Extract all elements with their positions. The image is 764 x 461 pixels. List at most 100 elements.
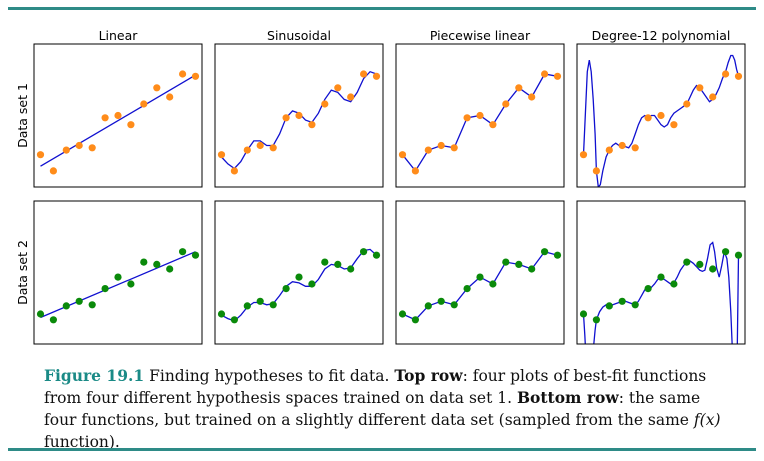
data-point: [153, 84, 161, 92]
column-title: Sinusoidal: [267, 28, 331, 43]
data-point: [217, 310, 226, 318]
data-point: [321, 258, 329, 266]
data-point: [127, 280, 135, 288]
data-point: [36, 151, 45, 159]
top-rule: [8, 7, 756, 10]
fit-curve: [221, 70, 377, 170]
data-point: [411, 316, 419, 324]
data-point: [605, 302, 613, 310]
data-point: [605, 146, 613, 154]
data-point: [463, 285, 471, 293]
data-point: [553, 251, 562, 259]
data-point: [722, 70, 730, 78]
data-point: [618, 297, 626, 305]
data-point: [243, 302, 251, 310]
data-point: [709, 93, 717, 101]
data-point: [489, 280, 497, 288]
data-point: [49, 316, 58, 324]
panel-frame: [395, 200, 565, 345]
panel-plot: [579, 54, 743, 187]
bottom-rule: [8, 448, 756, 451]
caption-text-2: : four plots of best-fit functions from …: [44, 367, 707, 407]
data-point: [476, 111, 484, 120]
data-point: [489, 121, 497, 129]
data-point: [734, 251, 743, 259]
data-point: [450, 144, 458, 152]
panel-frame: [33, 43, 203, 188]
panel-frame: [395, 43, 565, 188]
column-title: Piecewise linear: [430, 28, 531, 43]
data-point: [424, 146, 432, 154]
data-point: [515, 84, 523, 92]
caption-math: f(x): [693, 411, 721, 429]
data-point: [696, 260, 704, 268]
data-point: [269, 144, 277, 152]
panel-plot: [36, 248, 200, 324]
data-point: [256, 297, 264, 305]
fit-curve: [221, 248, 377, 322]
data-point: [114, 111, 122, 120]
data-point: [372, 72, 381, 80]
data-point: [579, 151, 588, 159]
figure-label: Figure 19.1: [44, 366, 145, 385]
data-point: [670, 121, 678, 129]
data-point: [515, 260, 523, 268]
data-point: [631, 144, 639, 152]
data-point: [528, 265, 536, 273]
data-point: [541, 70, 549, 78]
data-point: [476, 273, 484, 281]
data-point: [308, 121, 316, 129]
data-point: [437, 141, 445, 150]
data-point: [191, 72, 200, 80]
data-point: [243, 146, 251, 154]
panel-plot: [217, 248, 381, 324]
panel-frame: [33, 200, 203, 345]
data-point: [360, 70, 368, 78]
fit-curve: [582, 54, 740, 187]
data-point: [101, 285, 109, 293]
fit-curve: [402, 250, 558, 321]
data-point: [347, 93, 355, 101]
data-point: [657, 111, 665, 120]
data-point: [166, 265, 174, 273]
data-point: [463, 114, 471, 122]
figure-grid: Linear Sinusoidal Piecewise linear Degree-1…: [15, 28, 746, 345]
data-point: [334, 260, 342, 268]
panel-frame: [214, 43, 384, 188]
data-point: [592, 316, 601, 324]
data-point: [88, 144, 96, 152]
fit-curve: [401, 73, 558, 173]
data-point: [553, 72, 562, 80]
data-point: [295, 273, 303, 281]
panel-frame: [214, 200, 384, 345]
data-point: [75, 141, 83, 150]
data-point: [308, 280, 316, 288]
caption-text-1: Finding hypotheses to fit data.: [144, 367, 395, 385]
data-point: [179, 70, 187, 78]
data-point: [127, 121, 135, 129]
data-point: [101, 114, 109, 122]
data-point: [321, 100, 329, 108]
data-point: [709, 265, 717, 273]
panel-plot: [398, 248, 562, 324]
data-point: [360, 248, 368, 256]
data-point: [282, 285, 290, 293]
column-title: Degree-12 polynomial: [592, 28, 731, 43]
data-point: [347, 265, 355, 273]
data-point: [644, 285, 652, 293]
data-point: [75, 297, 83, 305]
data-point: [683, 100, 691, 108]
data-point: [140, 258, 148, 266]
data-point: [230, 316, 238, 324]
data-point: [230, 167, 238, 175]
data-point: [166, 93, 174, 101]
data-point: [398, 151, 407, 159]
data-point: [722, 248, 730, 256]
data-point: [282, 114, 290, 122]
data-point: [437, 297, 445, 305]
fit-curve: [582, 241, 740, 344]
data-point: [592, 167, 601, 175]
data-point: [372, 251, 381, 259]
data-point: [62, 302, 70, 310]
caption-text-4: function).: [44, 433, 120, 451]
